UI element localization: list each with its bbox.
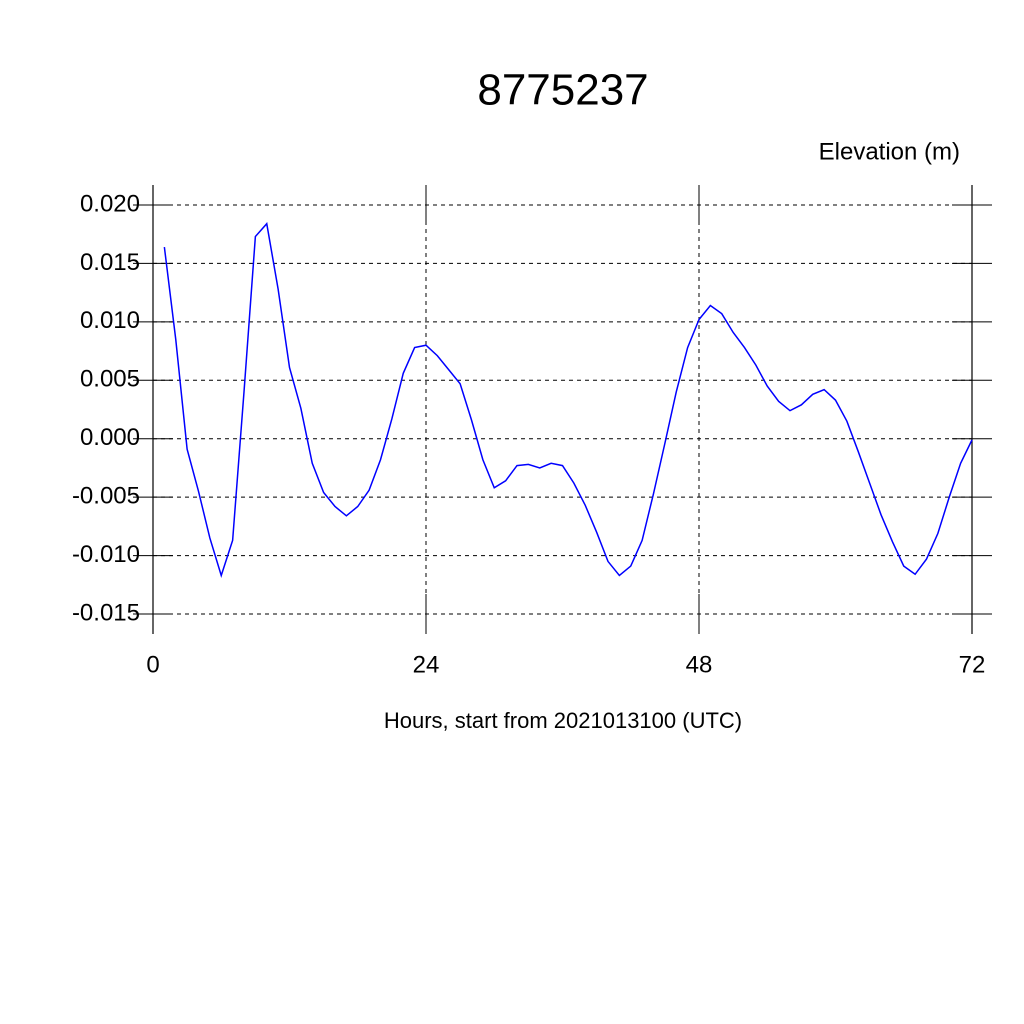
y-tick-label: -0.010 xyxy=(72,541,140,568)
chart-title: 8775237 xyxy=(477,66,648,115)
y-tick-label: -0.005 xyxy=(72,482,140,509)
y-tick-label: 0.015 xyxy=(80,249,140,276)
y-tick-label: 0.010 xyxy=(80,307,140,334)
y-tick-label: 0.005 xyxy=(80,366,140,393)
y-tick-label: 0.020 xyxy=(80,190,140,217)
line-series xyxy=(163,222,973,578)
x-tick-label: 24 xyxy=(413,651,440,678)
y-axis-label: Elevation (m) xyxy=(819,138,960,165)
x-tick-label: 72 xyxy=(959,651,986,678)
x-axis-label: Hours, start from 2021013100 (UTC) xyxy=(384,708,742,733)
y-tick-label: -0.015 xyxy=(72,599,140,626)
y-tick-label: 0.000 xyxy=(80,424,140,451)
x-tick-label: 0 xyxy=(146,651,159,678)
x-tick-label: 48 xyxy=(686,651,713,678)
